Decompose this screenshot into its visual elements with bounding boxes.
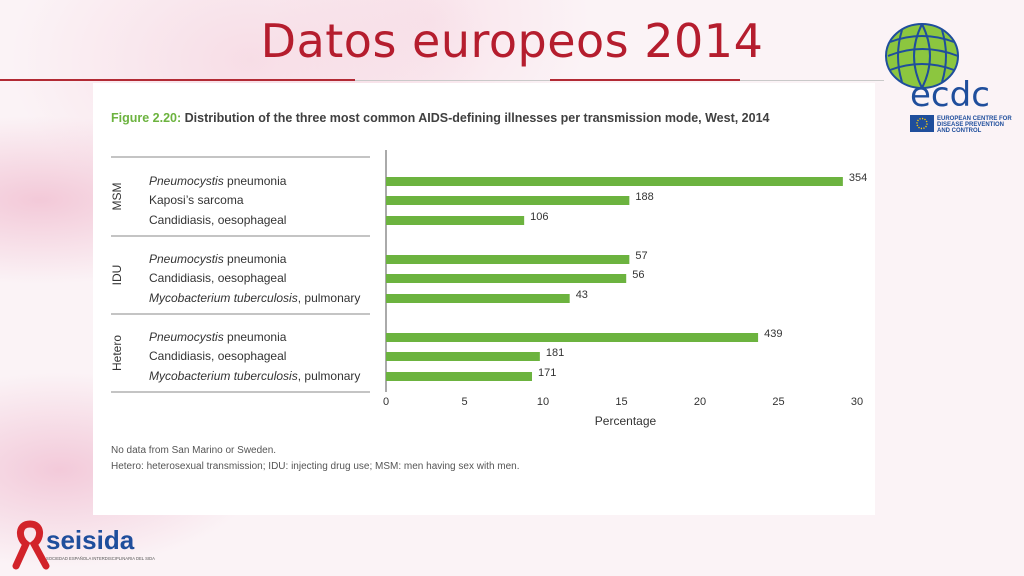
bar bbox=[386, 216, 525, 225]
globe-icon bbox=[885, 23, 959, 89]
title-rule-far bbox=[740, 80, 884, 81]
ecdc-subtitle-1: EUROPEAN CENTRE FOR bbox=[937, 116, 1012, 122]
figure-title-text: Distribution of the three most common AI… bbox=[184, 111, 770, 125]
bar bbox=[386, 177, 843, 186]
ecdc-wordmark: ecdc bbox=[910, 75, 990, 115]
ecdc-subtitle-2: DISEASE PREVENTION bbox=[937, 122, 1004, 128]
ecdc-subtitle-3: AND CONTROL bbox=[937, 128, 982, 134]
figure-note-2: Hetero: heterosexual transmission; IDU: … bbox=[111, 461, 520, 472]
x-tick-label: 10 bbox=[537, 396, 549, 408]
seisida-logo: seisida SOCIEDAD ESPAÑOLA INTERDISCIPLIN… bbox=[12, 520, 155, 570]
ecdc-logo: ecdc EUROPEAN CENTRE FOR DISEASE PREVENT… bbox=[885, 23, 1012, 134]
category-label: Pneumocystis pneumonia bbox=[149, 330, 287, 344]
bar bbox=[386, 196, 630, 205]
seisida-subtitle: SOCIEDAD ESPAÑOLA INTERDISCIPLINARIA DEL… bbox=[46, 556, 155, 561]
data-label: 171 bbox=[538, 367, 556, 379]
category-label: Kaposi’s sarcoma bbox=[149, 193, 244, 207]
slide-title: Datos europeos 2014 bbox=[260, 14, 764, 68]
data-label: 56 bbox=[632, 269, 644, 281]
category-label: Mycobacterium tuberculosis, pulmonary bbox=[149, 291, 360, 305]
x-axis-label: Percentage bbox=[595, 414, 657, 428]
category-label: Candidiasis, oesophageal bbox=[149, 213, 286, 227]
bar bbox=[386, 352, 540, 361]
bar bbox=[386, 274, 627, 283]
category-label: Pneumocystis pneumonia bbox=[149, 252, 287, 266]
data-label: 439 bbox=[764, 328, 782, 340]
bar bbox=[386, 255, 630, 264]
data-label: 188 bbox=[635, 191, 653, 203]
figure-number: Figure 2.20: bbox=[111, 111, 182, 125]
eu-flag-icon bbox=[910, 115, 934, 132]
category-label: Candidiasis, oesophageal bbox=[149, 349, 286, 363]
data-label: 181 bbox=[546, 347, 564, 359]
x-tick-label: 25 bbox=[772, 396, 784, 408]
x-tick-label: 30 bbox=[851, 396, 863, 408]
bar bbox=[386, 294, 570, 303]
group-label-hetero: Hetero bbox=[110, 335, 124, 371]
group-label-idu: IDU bbox=[110, 265, 124, 286]
x-tick-label: 20 bbox=[694, 396, 706, 408]
category-label: Candidiasis, oesophageal bbox=[149, 271, 286, 285]
figure-note-1: No data from San Marino or Sweden. bbox=[111, 445, 277, 456]
figure-title: Figure 2.20: Distribution of the three m… bbox=[111, 111, 770, 125]
x-tick-label: 5 bbox=[461, 396, 467, 408]
data-label: 57 bbox=[635, 250, 647, 262]
data-label: 106 bbox=[530, 211, 548, 223]
category-label: Pneumocystis pneumonia bbox=[149, 174, 287, 188]
title-rule-middle bbox=[355, 80, 550, 81]
data-label: 354 bbox=[849, 172, 867, 184]
seisida-wordmark: seisida bbox=[46, 525, 135, 555]
title-rule-right bbox=[550, 79, 740, 81]
category-label: Mycobacterium tuberculosis, pulmonary bbox=[149, 369, 360, 383]
group-label-msm: MSM bbox=[110, 183, 124, 211]
red-ribbon-icon bbox=[12, 520, 50, 570]
bar bbox=[386, 333, 759, 342]
x-tick-label: 15 bbox=[615, 396, 627, 408]
bar bbox=[386, 372, 533, 381]
x-tick-label: 0 bbox=[383, 396, 389, 408]
data-label: 43 bbox=[576, 289, 588, 301]
title-rule-left bbox=[0, 79, 355, 81]
